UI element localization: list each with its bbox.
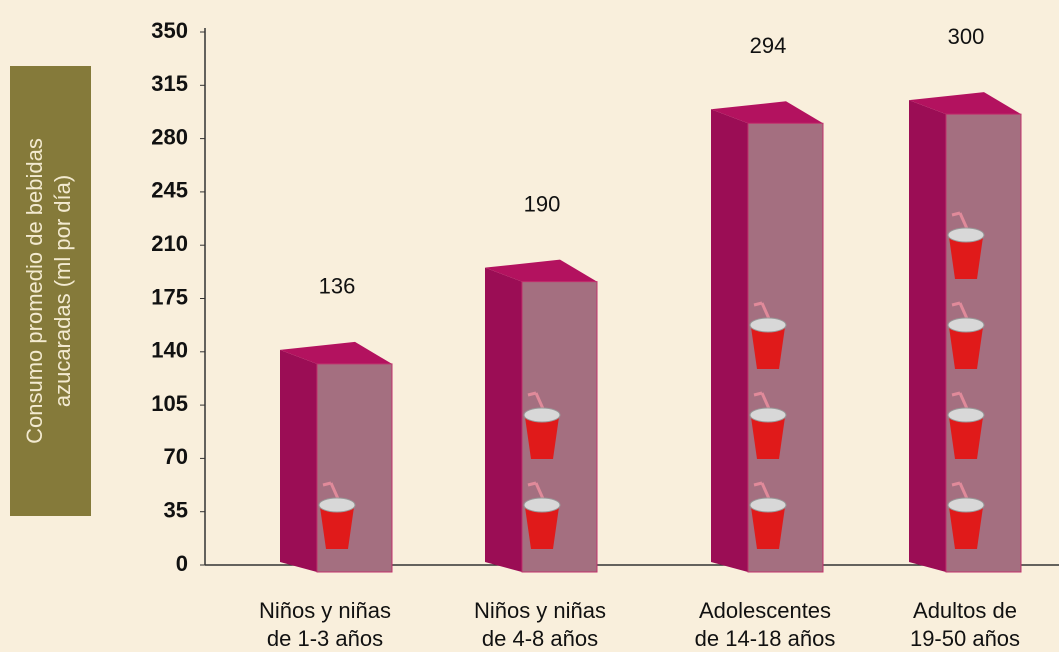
y-label: azucaradas (ml por día) (50, 175, 75, 407)
y-tick-label: 175 (151, 284, 188, 309)
cup-lid (523, 497, 561, 513)
cup-icon (523, 481, 561, 549)
cup-lid (749, 497, 787, 513)
y-tick-label: 35 (164, 498, 188, 523)
y-tick-label: 105 (151, 391, 188, 416)
cup-body (949, 507, 983, 549)
y-tick-label: 70 (164, 444, 188, 469)
cup-straw (753, 481, 763, 487)
cup-lid (947, 407, 985, 423)
x-tick-label: de 4-8 años (482, 626, 598, 651)
bar-top (280, 341, 392, 364)
cup-body (751, 507, 785, 549)
value-label: 136 (319, 274, 356, 299)
y-tick-label: 280 (151, 124, 188, 149)
x-tick-label: Adolescentes (699, 598, 831, 623)
cup-icon (749, 481, 787, 549)
cup-lid (749, 407, 787, 423)
cup-icon (749, 301, 787, 369)
y-tick-label: 0 (176, 551, 188, 576)
bar-top (485, 259, 597, 282)
cup-body (949, 417, 983, 459)
cup-icon (947, 391, 985, 459)
y-tick-label: 350 (151, 18, 188, 43)
cup-straw (753, 391, 763, 397)
x-tick-label: de 1-3 años (267, 626, 383, 651)
cup-body (949, 237, 983, 279)
cup-body (949, 327, 983, 369)
y-tick-label: 210 (151, 231, 188, 256)
y-label-group: Consumo promedio de bebidas azucaradas (… (22, 138, 75, 444)
x-tick-label: 19-50 años (910, 626, 1020, 651)
value-label: 300 (948, 24, 985, 49)
cup-straw (951, 391, 961, 397)
bar-side (485, 267, 522, 572)
y-tick-label: 140 (151, 338, 188, 363)
x-tick-label: de 14-18 años (695, 626, 836, 651)
bar-side (909, 100, 946, 573)
cup-straw (951, 211, 961, 217)
x-tick-label: Adultos de (913, 598, 1017, 623)
cup-body (751, 417, 785, 459)
cup-straw (951, 481, 961, 487)
cup-body (525, 417, 559, 459)
bar-side (711, 109, 748, 572)
value-label: 294 (750, 33, 787, 58)
cup-lid (523, 407, 561, 423)
x-tick-label: Niños y niñas (474, 598, 606, 623)
y-label: Consumo promedio de bebidas (22, 138, 47, 444)
bar-top (711, 101, 823, 124)
cup-lid (318, 497, 356, 513)
value-label: 190 (524, 191, 561, 216)
cup-straw (527, 481, 537, 487)
cup-lid (947, 227, 985, 243)
cup-body (525, 507, 559, 549)
cup-icon (749, 391, 787, 459)
cup-lid (947, 317, 985, 333)
bar-side (280, 349, 317, 572)
cup-straw (951, 301, 961, 307)
y-label-box (10, 66, 91, 516)
cup-lid (749, 317, 787, 333)
bar-top (909, 92, 1021, 115)
cup-icon (523, 391, 561, 459)
x-tick-label: Niños y niñas (259, 598, 391, 623)
cup-straw (527, 391, 537, 397)
cup-icon (947, 211, 985, 279)
y-tick-label: 315 (151, 71, 188, 96)
cup-icon (318, 481, 356, 549)
cup-icon (947, 301, 985, 369)
y-tick-label: 245 (151, 178, 188, 203)
cup-straw (322, 481, 332, 487)
cup-lid (947, 497, 985, 513)
cup-body (320, 507, 354, 549)
cup-straw (753, 301, 763, 307)
cup-body (751, 327, 785, 369)
cup-icon (947, 481, 985, 549)
